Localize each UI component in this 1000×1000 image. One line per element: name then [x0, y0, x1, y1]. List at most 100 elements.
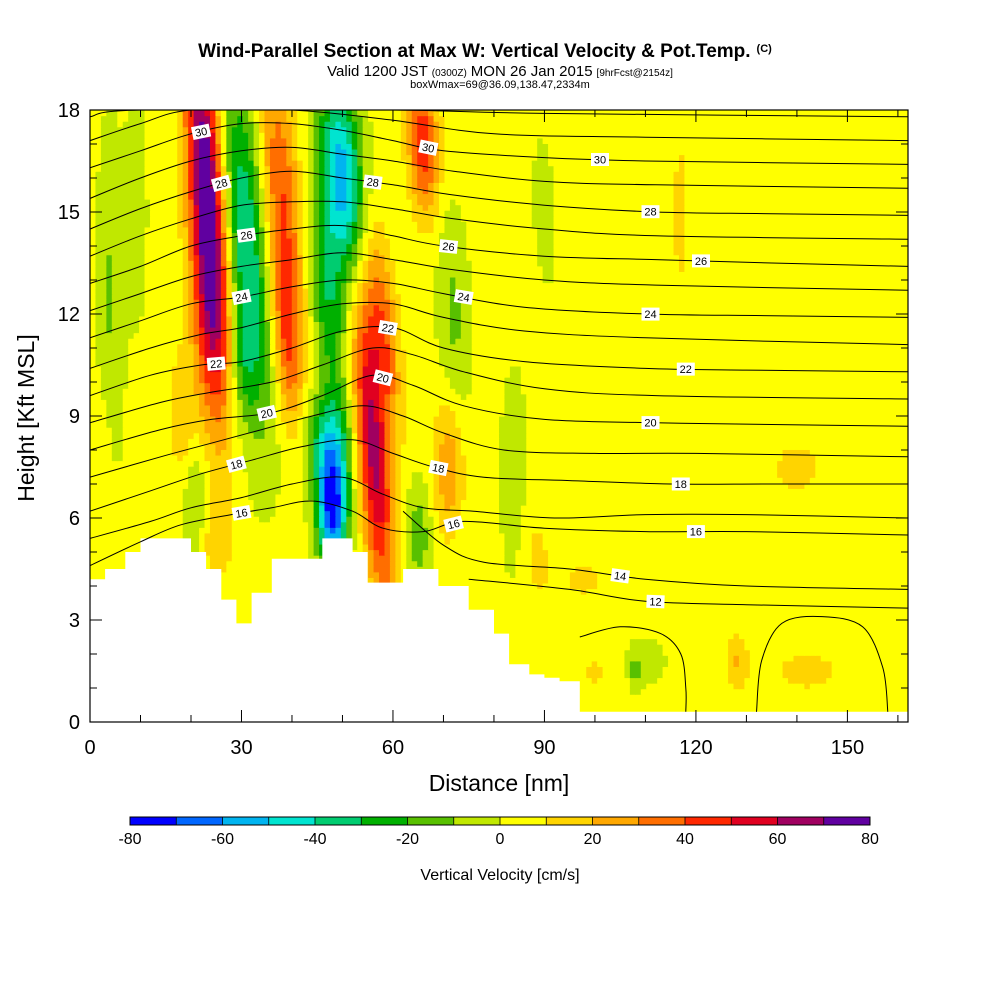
velocity-cell: [869, 671, 876, 679]
velocity-cell: [760, 627, 767, 634]
velocity-cell: [826, 660, 833, 667]
velocity-cell: [95, 538, 102, 545]
velocity-cell: [624, 549, 631, 556]
velocity-cell: [668, 694, 675, 701]
velocity-cell: [629, 543, 636, 551]
velocity-cell: [766, 699, 773, 706]
velocity-cell: [711, 638, 718, 645]
velocity-cell: [902, 560, 908, 567]
velocity-cell: [749, 555, 756, 562]
velocity-cell: [771, 705, 778, 712]
velocity-cell: [809, 655, 816, 662]
velocity-cell: [215, 532, 222, 539]
velocity-cell: [798, 671, 805, 679]
velocity-cell: [657, 616, 664, 623]
velocity-cell: [760, 599, 767, 606]
velocity-cell: [553, 638, 560, 645]
velocity-cell: [706, 605, 713, 612]
velocity-cell: [798, 677, 805, 684]
velocity-cell: [804, 610, 811, 617]
velocity-cell: [280, 543, 287, 551]
velocity-cell: [624, 594, 631, 601]
velocity-cell: [597, 688, 604, 695]
velocity-cell: [602, 538, 609, 545]
velocity-cell: [433, 555, 440, 562]
velocity-cell: [264, 582, 271, 590]
velocity-cell: [591, 666, 598, 673]
velocity-cell: [558, 632, 566, 640]
velocity-cell: [706, 644, 713, 651]
velocity-cell: [738, 538, 745, 545]
velocity-cell: [575, 571, 582, 578]
velocity-cell: [553, 627, 560, 634]
velocity-cell: [875, 699, 882, 706]
velocity-cell: [700, 649, 707, 656]
velocity-cell: [646, 677, 653, 684]
velocity-cell: [902, 655, 908, 662]
velocity-cell: [558, 621, 566, 629]
velocity-cell: [706, 582, 713, 590]
velocity-cell: [777, 571, 784, 578]
velocity-cell: [602, 543, 609, 551]
velocity-cell: [848, 605, 855, 612]
velocity-cell: [777, 705, 784, 712]
velocity-cell: [673, 605, 680, 612]
velocity-cell: [689, 671, 696, 679]
velocity-cell: [848, 566, 855, 573]
velocity-cell: [509, 627, 516, 634]
velocity-cell: [368, 566, 375, 573]
velocity-cell: [869, 632, 876, 640]
velocity-cell: [515, 627, 522, 634]
velocity-cell: [891, 671, 898, 679]
velocity-cell: [575, 560, 582, 567]
velocity-cell: [242, 543, 249, 551]
velocity-cell: [531, 621, 538, 629]
velocity-cell: [766, 666, 773, 673]
velocity-cell: [651, 560, 658, 567]
velocity-cell: [706, 610, 713, 617]
velocity-cell: [695, 632, 702, 640]
velocity-cell: [471, 577, 478, 584]
velocity-cell: [662, 538, 669, 545]
velocity-cell: [488, 605, 495, 612]
velocity-cell: [264, 566, 271, 573]
velocity-cell: [253, 577, 260, 584]
velocity-cell: [804, 632, 811, 640]
velocity-cell: [760, 644, 767, 651]
velocity-cell: [842, 566, 849, 573]
velocity-cell: [880, 694, 887, 701]
velocity-cell: [864, 588, 871, 595]
velocity-cell: [782, 705, 789, 712]
velocity-cell: [662, 571, 669, 578]
velocity-cell: [744, 571, 751, 578]
velocity-cell: [684, 594, 691, 601]
velocity-cell: [782, 694, 789, 701]
velocity-cell: [542, 616, 549, 623]
velocity-cell: [842, 577, 849, 584]
velocity-cell: [537, 599, 544, 606]
velocity-cell: [717, 599, 724, 606]
velocity-cell: [389, 577, 396, 584]
velocity-cell: [548, 638, 555, 645]
velocity-cell: [891, 582, 898, 590]
velocity-cell: [853, 566, 860, 573]
velocity-cell: [880, 677, 887, 684]
velocity-cell: [815, 566, 822, 573]
velocity-cell: [728, 655, 735, 662]
velocity-cell: [237, 566, 244, 573]
velocity-cell: [815, 577, 822, 584]
velocity-cell: [689, 588, 696, 595]
velocity-cell: [444, 555, 451, 562]
velocity-cell: [646, 666, 653, 673]
velocity-cell: [722, 699, 729, 706]
velocity-cell: [864, 683, 871, 690]
velocity-cell: [651, 605, 658, 612]
velocity-cell: [460, 577, 467, 584]
velocity-cell: [848, 538, 855, 545]
velocity-cell: [242, 610, 249, 617]
velocity-cell: [580, 538, 587, 545]
velocity-cell: [657, 688, 664, 695]
velocity-cell: [700, 677, 707, 684]
velocity-cell: [439, 538, 446, 545]
velocity-cell: [771, 571, 778, 578]
